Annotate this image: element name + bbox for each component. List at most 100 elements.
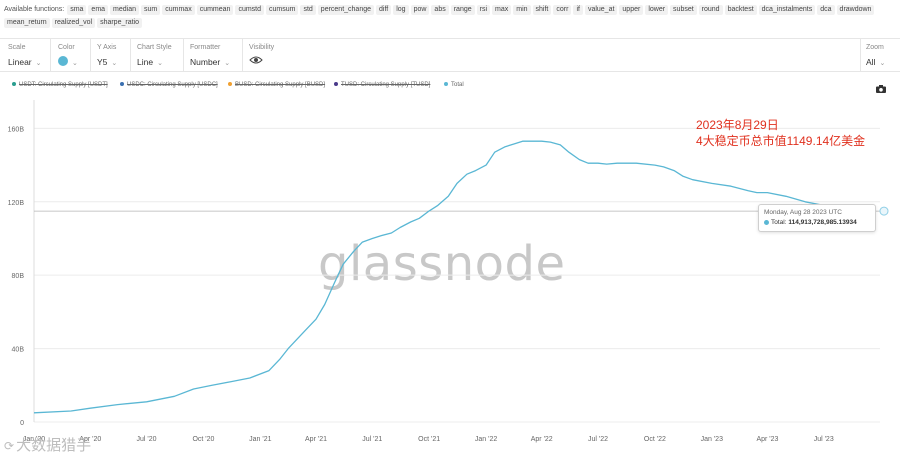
function-chip[interactable]: sum [141,5,161,15]
eye-icon [249,52,263,70]
chevron-down-icon: ⌄ [224,60,231,67]
watermark-text: 大数据猎手 [16,437,92,454]
chart-style-label: Chart Style [137,44,172,51]
formatter-control[interactable]: Formatter Number ⌄ [190,43,230,70]
x-tick-label: Apr '22 [531,436,553,443]
zoom-label: Zoom [866,44,884,51]
color-swatch [58,55,68,66]
camera-icon[interactable] [876,80,886,98]
visibility-control[interactable]: Visibility [249,43,274,70]
function-chip[interactable]: subset [670,5,697,15]
tooltip-date: Monday, Aug 28 2023 UTC [764,209,842,216]
tooltip-series-dot [764,219,769,225]
legend-label: TUSD: Circulating Supply [TUSD] [341,82,431,88]
x-tick-label: Apr '20 [79,436,101,443]
zoom-control[interactable]: Zoom All ⌄ [866,43,885,70]
function-chip[interactable]: min [513,5,531,15]
function-chip[interactable]: max [492,5,512,15]
function-chip[interactable]: value_at [584,5,618,15]
visibility-label: Visibility [249,44,275,51]
legend-dot [228,82,232,87]
y-axis-label: Y Axis [97,44,117,51]
legend-label: USDT: Circulating Supply [USDT] [19,82,108,88]
function-chip[interactable]: rsi [476,5,491,15]
function-chip[interactable]: sharpe_ratio [97,18,142,28]
color-label: Color [58,44,75,51]
function-chip[interactable]: dca_instalments [758,5,816,15]
formatter-value: Number [190,57,221,67]
hover-tooltip: Monday, Aug 28 2023 UTC Total: 114,913,7… [758,204,876,232]
function-chip[interactable]: pow [410,5,430,15]
function-chip[interactable]: dca [817,5,835,15]
x-tick-label: Oct '22 [644,436,666,443]
function-chip[interactable]: cumsum [266,5,299,15]
x-tick-label: Oct '20 [192,436,214,443]
legend-label: USDC: Circulating Supply [USDC] [127,82,218,88]
function-chip[interactable]: diff [376,5,392,15]
chart-controls-bar: Scale Linear ⌄ Color ⌄ Y Axis Y5 ⌄ Chart S… [0,38,900,72]
legend-item[interactable]: Total [444,82,464,88]
function-chip[interactable]: sma [67,5,87,15]
scale-label: Scale [8,44,26,51]
function-chip[interactable]: median [110,5,140,15]
function-chip[interactable]: percent_change [317,5,375,15]
y-tick-label: 160B [8,126,25,133]
chart-style-control[interactable]: Chart Style Line ⌄ [137,43,172,70]
function-chip[interactable]: log [393,5,409,15]
annotation-date: 2023年8月29日 [696,118,779,132]
legend-dot [334,82,338,87]
function-chip[interactable]: round [698,5,723,15]
y-tick-label: 80B [12,273,25,280]
chevron-down-icon: ⌄ [111,60,118,67]
scale-value: Linear [8,57,32,67]
series-line-total [33,140,860,414]
available-functions-list: Available functions: sma ema median sum cumma… [4,4,894,30]
function-chip[interactable]: std [300,5,316,15]
y-axis-control[interactable]: Y Axis Y5 ⌄ [97,43,117,70]
x-tick-label: Apr '23 [756,436,778,443]
x-tick-label: Jan '20 [23,436,45,443]
legend-dot [12,82,16,87]
y-tick-label: 0 [20,420,24,427]
function-chip[interactable]: cummax [162,5,195,15]
function-chip[interactable]: upper [619,5,644,15]
function-chip[interactable]: cumstd [235,5,264,15]
legend-item[interactable]: TUSD: Circulating Supply [TUSD] [334,82,430,88]
y-tick-label: 120B [8,200,25,207]
watermark-symbol: ⟳ [4,439,15,453]
chevron-down-icon: ⌄ [35,60,42,67]
function-chip[interactable]: cummean [196,5,234,15]
legend-dot [444,82,448,87]
scale-control[interactable]: Scale Linear ⌄ [8,43,42,70]
x-tick-label: Jan '21 [249,436,271,443]
zoom-value: All [866,57,876,67]
y-axis-value: Y5 [97,57,108,67]
legend-item[interactable]: BUSD: Circulating Supply [BUSD] [228,82,325,88]
function-chip[interactable]: lower [645,5,669,15]
function-chip[interactable]: abs [431,5,449,15]
function-chip[interactable]: ema [88,5,109,15]
chevron-down-icon: ⌄ [72,60,78,67]
legend-item[interactable]: USDC: Circulating Supply [USDC] [120,82,218,88]
annotation-text: 4大稳定币总市值1149.14亿美金 [696,134,866,148]
legend-item[interactable]: USDT: Circulating Supply [USDT] [12,82,108,88]
legend-dot [120,82,124,87]
available-functions-label: Available functions: [4,6,65,13]
x-tick-label: Oct '21 [418,436,440,443]
tooltip-value: 114,913,728,985.13934 [788,219,857,226]
function-chip[interactable]: shift [532,5,552,15]
function-chip[interactable]: range [450,5,475,15]
y-tick-label: 40B [12,347,25,354]
function-chip[interactable]: if [573,5,583,15]
function-chip[interactable]: realized_vol [51,18,96,28]
legend-label: Total [451,82,464,88]
function-chip[interactable]: drawdown [836,5,875,15]
function-chip[interactable]: backtest [724,5,757,15]
function-chip[interactable]: corr [553,5,572,15]
chevron-down-icon: ⌄ [157,60,163,67]
formatter-label: Formatter [190,44,221,51]
x-tick-label: Jul '21 [362,436,382,443]
function-chip[interactable]: mean_return [4,18,50,28]
color-control[interactable]: Color ⌄ [58,43,78,70]
